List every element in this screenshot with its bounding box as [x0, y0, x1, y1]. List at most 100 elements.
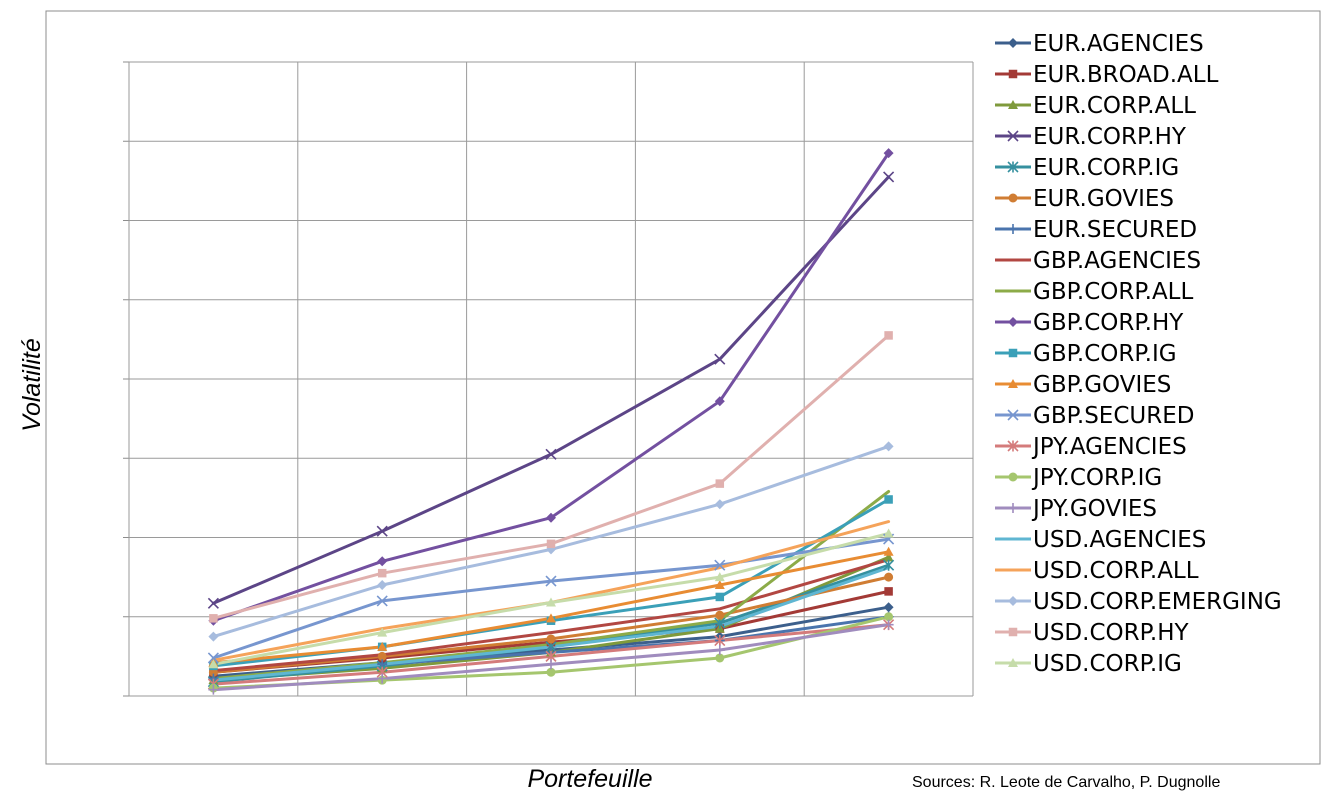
data-point-x	[1007, 130, 1019, 142]
legend-label: EUR.BROAD.ALL	[1033, 62, 1219, 88]
data-point-circle	[546, 667, 556, 677]
plot-markers	[207, 148, 895, 695]
data-point-plus	[883, 619, 894, 630]
legend-label: EUR.CORP.HY	[1033, 124, 1187, 150]
data-point-plus	[208, 684, 219, 695]
series-line	[211, 175, 891, 605]
y-axis-label: Volatilité	[18, 338, 46, 432]
data-point-plus	[546, 659, 556, 670]
data-point-diamond	[1008, 596, 1018, 606]
legend-label: USD.AGENCIES	[1033, 527, 1206, 553]
legend-label: GBP.CORP.HY	[1033, 310, 1184, 336]
data-point-circle	[715, 653, 725, 663]
data-point-plus	[714, 645, 725, 656]
data-point-triangle	[1008, 379, 1018, 388]
data-point-x	[714, 559, 726, 571]
data-point-triangle	[1008, 658, 1018, 667]
data-point-square	[884, 587, 893, 596]
data-point-circle	[1008, 472, 1018, 482]
legend-label: EUR.SECURED	[1033, 217, 1197, 243]
legend-label: GBP.SECURED	[1033, 403, 1194, 429]
data-point-diamond	[208, 631, 219, 642]
legend-label: GBP.AGENCIES	[1033, 248, 1201, 274]
data-point-triangle	[883, 528, 894, 538]
data-point-circle	[546, 634, 556, 644]
legend-label: GBP.CORP.IG	[1033, 341, 1177, 367]
chart-frame	[45, 10, 1321, 765]
data-point-circle	[884, 612, 894, 622]
data-point-diamond	[883, 148, 894, 159]
data-point-triangle	[377, 641, 388, 651]
series-line	[211, 333, 891, 620]
legend-label: GBP.CORP.ALL	[1033, 279, 1193, 305]
legend-label: USD.CORP.IG	[1033, 651, 1182, 677]
data-point-x	[376, 525, 388, 537]
data-point-x	[714, 353, 726, 365]
legend-label: EUR.CORP.ALL	[1033, 93, 1196, 119]
data-point-x	[883, 171, 895, 183]
x-axis-label: Portefeuille	[527, 765, 652, 793]
data-point-x	[545, 575, 557, 587]
data-point-plus	[1008, 503, 1018, 513]
data-point-square	[377, 568, 387, 578]
legend-label: USD.CORP.HY	[1033, 620, 1189, 646]
data-point-square	[1008, 69, 1018, 79]
data-point-triangle	[714, 580, 725, 590]
data-point-diamond	[1008, 38, 1018, 48]
data-point-triangle	[208, 659, 219, 669]
data-point-star	[883, 559, 895, 571]
data-point-circle	[715, 610, 725, 620]
data-point-star	[714, 634, 726, 647]
data-point-x	[545, 448, 557, 460]
data-point-x	[207, 597, 219, 609]
data-point-circle	[377, 651, 387, 661]
data-point-triangle	[883, 552, 894, 562]
data-point-diamond	[883, 602, 894, 613]
data-point-diamond	[377, 556, 388, 567]
legend-label: JPY.CORP.IG	[1031, 465, 1162, 491]
series-line	[211, 558, 891, 673]
data-point-diamond	[714, 499, 725, 510]
source-note: Sources: R. Leote de Carvalho, P. Dugnol…	[912, 774, 1220, 791]
legend: EUR.AGENCIES EUR.BROAD.ALL EUR.CORP.ALL EUR…	[995, 31, 1282, 677]
legend-label: USD.CORP.EMERGING	[1033, 589, 1282, 615]
data-point-plus	[1008, 224, 1018, 234]
legend-label: USD.CORP.ALL	[1033, 558, 1199, 584]
legend-label: GBP.GOVIES	[1033, 372, 1171, 398]
legend-label: EUR.CORP.IG	[1033, 155, 1179, 181]
data-point-circle	[1008, 193, 1018, 203]
data-point-plus	[377, 673, 388, 684]
data-point-diamond	[714, 396, 725, 407]
data-point-circle	[884, 572, 894, 582]
data-point-x	[207, 652, 219, 664]
data-point-square	[1008, 348, 1018, 358]
data-point-diamond	[377, 580, 388, 591]
data-point-triangle	[546, 597, 556, 607]
legend-label: JPY.AGENCIES	[1031, 434, 1187, 460]
data-point-triangle	[883, 546, 894, 556]
data-point-square	[546, 539, 556, 549]
legend-label: EUR.AGENCIES	[1033, 31, 1204, 57]
data-point-triangle	[1008, 100, 1018, 109]
data-point-square	[715, 592, 725, 602]
data-point-triangle	[546, 613, 556, 623]
data-point-square	[1008, 627, 1018, 637]
data-point-square	[715, 479, 725, 488]
data-point-triangle	[377, 627, 388, 637]
data-point-star	[1007, 161, 1019, 173]
data-point-square	[209, 614, 218, 623]
data-point-diamond	[1008, 317, 1018, 327]
plot-lines	[211, 151, 891, 692]
data-point-x	[376, 595, 388, 607]
legend-label: EUR.GOVIES	[1033, 186, 1174, 212]
data-point-square	[884, 331, 893, 340]
legend-label: JPY.GOVIES	[1031, 496, 1157, 522]
grid	[123, 61, 974, 697]
data-point-square	[884, 495, 893, 504]
data-point-diamond	[546, 512, 556, 523]
data-point-diamond	[883, 441, 894, 452]
data-point-triangle	[714, 572, 725, 582]
data-point-x	[1007, 409, 1019, 421]
data-point-star	[1007, 440, 1019, 452]
